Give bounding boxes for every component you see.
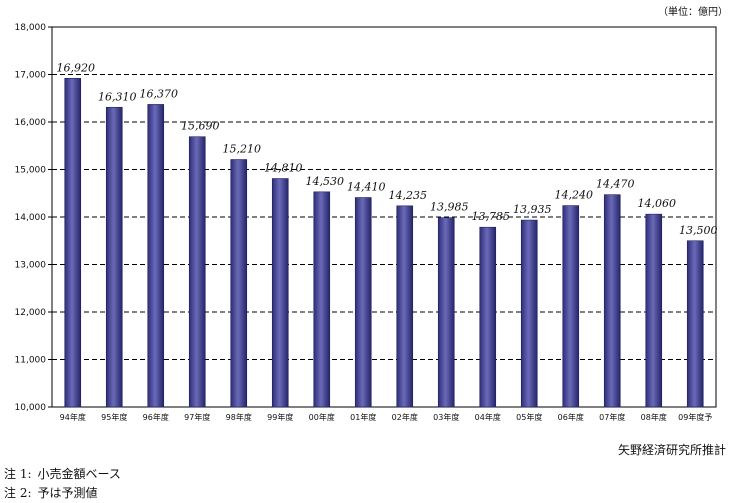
x-tick-label: 98年度 bbox=[226, 412, 252, 422]
data-label: 14,810 bbox=[264, 162, 303, 175]
y-tick-label: 18,000 bbox=[15, 23, 47, 33]
bar bbox=[520, 219, 538, 408]
x-tick-label: 07年度 bbox=[599, 412, 625, 422]
x-tick-label: 94年度 bbox=[60, 412, 86, 422]
data-label: 13,935 bbox=[513, 203, 552, 216]
bar bbox=[64, 78, 82, 408]
y-tick-label: 12,000 bbox=[15, 308, 47, 318]
data-label: 15,690 bbox=[181, 120, 220, 133]
data-label: 16,370 bbox=[140, 87, 179, 100]
data-label: 13,500 bbox=[679, 224, 718, 237]
x-tick-label: 06年度 bbox=[558, 412, 584, 422]
x-tick-label: 01年度 bbox=[350, 412, 376, 422]
data-label: 14,410 bbox=[347, 181, 386, 194]
y-tick-label: 10,000 bbox=[15, 403, 47, 413]
y-tick-label: 17,000 bbox=[15, 71, 47, 81]
unit-label: （単位：億円） bbox=[658, 7, 728, 18]
note-2-label: 注 2: bbox=[4, 486, 32, 500]
bar bbox=[686, 240, 704, 408]
y-tick-label: 13,000 bbox=[15, 261, 47, 271]
data-label: 14,060 bbox=[638, 197, 677, 210]
data-label: 14,240 bbox=[555, 189, 594, 202]
bar bbox=[645, 213, 663, 408]
data-label: 16,310 bbox=[98, 90, 137, 103]
note-1: 注 1: 小売金額ベース bbox=[4, 465, 127, 484]
notes: 注 1: 小売金額ベース 注 2: 予は予測値 bbox=[4, 465, 127, 503]
bar bbox=[230, 159, 248, 408]
x-tick-label: 03年度 bbox=[433, 412, 459, 422]
data-label: 15,210 bbox=[223, 143, 262, 156]
bar bbox=[313, 191, 331, 408]
y-tick-label: 14,000 bbox=[15, 213, 47, 223]
bar bbox=[354, 197, 372, 408]
x-tick-label: 04年度 bbox=[475, 412, 501, 422]
note-2-text: 予は予測値 bbox=[37, 486, 98, 500]
x-tick-label: 00年度 bbox=[309, 412, 335, 422]
bar bbox=[271, 178, 289, 408]
bar bbox=[396, 205, 414, 408]
bar bbox=[188, 136, 206, 408]
data-label: 13,785 bbox=[472, 210, 511, 223]
bar bbox=[105, 106, 123, 408]
data-label: 14,235 bbox=[389, 189, 428, 202]
source-credit: 矢野経済研究所推計 bbox=[617, 443, 726, 457]
y-tick-label: 11,000 bbox=[15, 356, 47, 366]
data-label: 13,985 bbox=[430, 201, 469, 214]
y-tick-label: 16,000 bbox=[15, 118, 47, 128]
bar bbox=[437, 217, 455, 408]
data-label: 16,920 bbox=[57, 61, 96, 74]
data-label: 14,470 bbox=[596, 178, 635, 191]
bar bbox=[562, 205, 580, 408]
bar bbox=[479, 226, 497, 408]
note-2: 注 2: 予は予測値 bbox=[4, 484, 127, 503]
x-tick-label: 96年度 bbox=[143, 412, 169, 422]
x-tick-label: 05年度 bbox=[516, 412, 542, 422]
x-tick-label: 09年度予 bbox=[678, 412, 712, 422]
data-label: 14,530 bbox=[306, 175, 345, 188]
x-tick-label: 02年度 bbox=[392, 412, 418, 422]
bar bbox=[147, 104, 165, 408]
note-1-text: 小売金額ベース bbox=[37, 467, 121, 481]
note-1-label: 注 1: bbox=[4, 467, 32, 481]
x-tick-label: 97年度 bbox=[184, 412, 210, 422]
bar bbox=[603, 194, 621, 408]
x-tick-label: 99年度 bbox=[267, 412, 293, 422]
x-tick-label: 08年度 bbox=[641, 412, 667, 422]
x-tick-label: 95年度 bbox=[101, 412, 127, 422]
y-tick-label: 15,000 bbox=[15, 166, 47, 176]
